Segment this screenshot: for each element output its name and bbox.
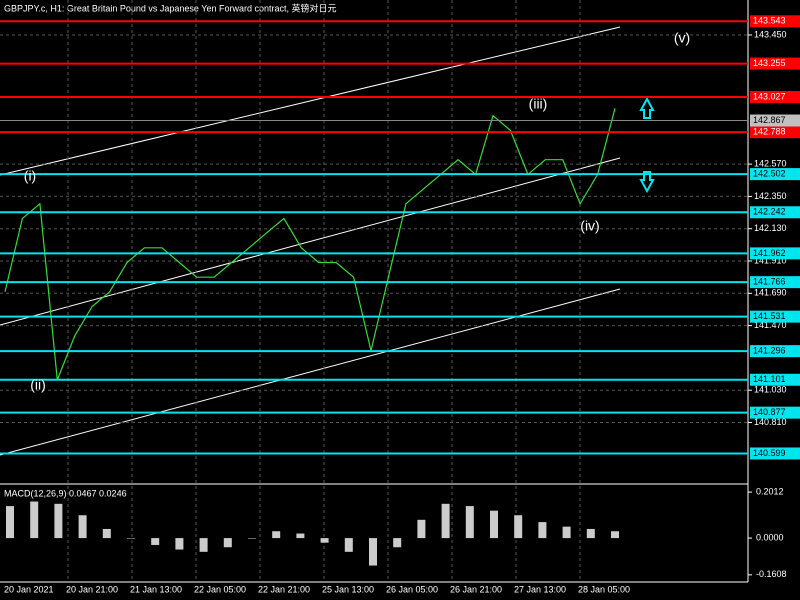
macd-bar	[538, 522, 547, 539]
level-box	[750, 206, 800, 219]
macd-bar	[586, 528, 595, 539]
level-label: 140.599	[753, 448, 786, 458]
y-tick-label: 142.350	[754, 191, 787, 201]
level-box	[750, 345, 800, 358]
y-tick-label: 142.130	[754, 223, 787, 233]
level-label: 143.255	[753, 58, 786, 68]
x-tick-label: 22 Jan 21:00	[258, 584, 310, 594]
y-tick-label: 142.570	[754, 158, 787, 168]
level-label: 142.788	[753, 126, 786, 136]
current-price-box	[750, 114, 800, 127]
y-tick-label: 141.910	[754, 255, 787, 265]
y-tick-label: 141.690	[754, 288, 787, 298]
macd-bar	[611, 531, 619, 539]
level-label: 141.101	[753, 374, 786, 384]
wave-label: (iii)	[529, 96, 548, 112]
level-box	[750, 168, 800, 181]
arrow-up	[639, 96, 655, 119]
wave-label: (ii)	[30, 377, 46, 393]
macd-bar	[6, 506, 14, 539]
macd-bar	[465, 506, 474, 539]
macd-tick-label: 0.0000	[756, 532, 784, 542]
macd-bar	[54, 503, 63, 539]
y-tick-label: 141.470	[754, 320, 787, 330]
macd-bar	[127, 538, 135, 539]
macd-bar	[151, 538, 160, 545]
macd-bar	[393, 538, 402, 548]
chart-title: GBPJPY.c, H1: Great Britain Pound vs Jap…	[4, 2, 337, 13]
macd-title: MACD(12,26,9) 0.0467 0.0246	[4, 488, 127, 498]
macd-bar	[296, 533, 305, 539]
macd-bar	[562, 526, 571, 539]
y-tick-label: 141.030	[754, 385, 787, 395]
macd-bar	[272, 531, 281, 539]
x-tick-label: 25 Jan 13:00	[322, 584, 374, 594]
level-box	[750, 310, 800, 323]
y-tick-label: 140.810	[754, 417, 787, 427]
level-box	[750, 57, 800, 70]
level-box	[750, 126, 800, 139]
arrow-down	[639, 171, 655, 194]
level-box	[750, 247, 800, 260]
macd-bar	[248, 538, 256, 539]
level-label: 141.962	[753, 248, 786, 258]
macd-bar	[441, 503, 450, 539]
x-tick-label: 26 Jan 21:00	[450, 584, 502, 594]
level-box	[750, 276, 800, 289]
wave-label: (iv)	[580, 218, 599, 234]
macd-bar	[102, 528, 111, 539]
price-line	[4, 108, 616, 381]
macd-bar	[175, 538, 184, 550]
level-label: 142.242	[753, 207, 786, 217]
macd-tick-label: 0.2012	[756, 486, 784, 496]
x-tick-label: 20 Jan 21:00	[66, 584, 118, 594]
macd-bar	[344, 538, 353, 552]
level-box	[750, 373, 800, 386]
macd-bar	[514, 515, 523, 539]
wave-label: (i)	[24, 168, 36, 184]
macd-tick-label: -0.1608	[756, 569, 787, 579]
level-label: 141.296	[753, 346, 786, 356]
macd-bar	[490, 510, 498, 539]
level-box	[750, 447, 800, 460]
macd-bar	[369, 538, 377, 566]
x-tick-label: 22 Jan 05:00	[194, 584, 246, 594]
level-label: 141.766	[753, 277, 786, 287]
macd-bar	[78, 515, 87, 539]
macd-bar	[223, 538, 232, 548]
x-tick-label: 27 Jan 13:00	[514, 584, 566, 594]
level-label: 142.502	[753, 168, 786, 178]
current-price-label: 142.867	[753, 115, 786, 125]
x-tick-label: 26 Jan 05:00	[386, 584, 438, 594]
macd-bar	[320, 538, 329, 543]
level-box	[750, 91, 800, 104]
x-tick-label: 28 Jan 05:00	[578, 584, 630, 594]
level-label: 143.027	[753, 91, 786, 101]
x-tick-label: 20 Jan 2021	[4, 584, 54, 594]
level-label: 140.877	[753, 407, 786, 417]
macd-bar	[417, 519, 426, 539]
level-box	[750, 15, 800, 28]
macd-bar	[30, 501, 39, 539]
level-label: 143.543	[753, 16, 786, 26]
macd-bar	[199, 538, 208, 552]
level-box	[750, 406, 800, 419]
level-label: 141.531	[753, 311, 786, 321]
channel-top	[0, 26, 621, 176]
y-tick-label: 143.450	[754, 29, 787, 39]
x-tick-label: 21 Jan 13:00	[130, 584, 182, 594]
wave-label: (v)	[674, 30, 690, 46]
